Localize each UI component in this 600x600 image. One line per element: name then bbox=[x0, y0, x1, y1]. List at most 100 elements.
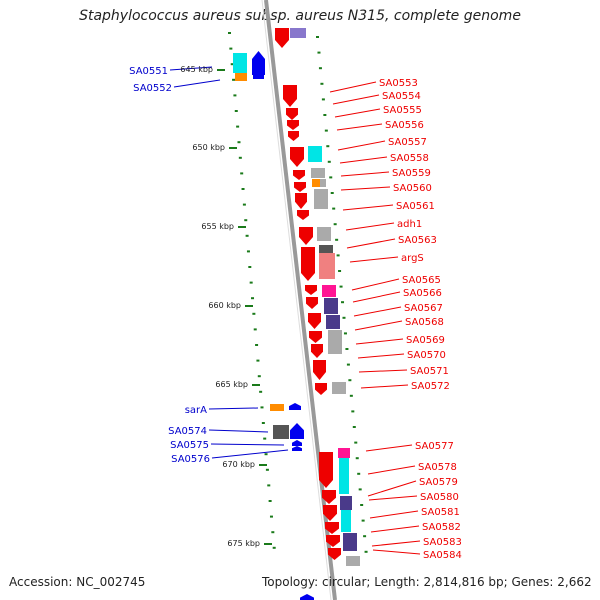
tick-dot-left bbox=[271, 531, 275, 534]
tick-dot-left bbox=[236, 125, 240, 128]
leader-line-SA0563 bbox=[346, 238, 396, 249]
tick-dot-left bbox=[232, 78, 236, 81]
forward-gene-arrow bbox=[323, 505, 337, 521]
annotation-block bbox=[317, 227, 331, 241]
forward-gene-arrow bbox=[309, 331, 322, 343]
annotation-block bbox=[341, 510, 351, 532]
leader-line-SA0555 bbox=[334, 108, 381, 118]
tick-dot-left bbox=[234, 110, 238, 112]
tick-dot-right bbox=[361, 519, 365, 522]
gene-label-SA0575: SA0575 bbox=[170, 440, 209, 451]
tick-dot-left bbox=[229, 47, 233, 50]
leader-line-SA0574 bbox=[208, 429, 269, 433]
tick-dot-left bbox=[245, 234, 249, 237]
forward-gene-arrow bbox=[319, 452, 333, 488]
leader-line-SA0571 bbox=[358, 369, 408, 373]
annotation-block bbox=[326, 315, 340, 329]
tick-dot-left bbox=[237, 141, 241, 144]
tick-dot-left bbox=[248, 266, 252, 268]
leader-line-SA0565 bbox=[351, 278, 400, 291]
gene-label-SA0565: SA0565 bbox=[402, 275, 441, 286]
annotation-block bbox=[319, 253, 335, 279]
gene-label-adh1: adh1 bbox=[397, 219, 422, 230]
annotation-block bbox=[273, 425, 289, 439]
annotation-block bbox=[270, 404, 284, 411]
leader-line-SA0567 bbox=[353, 306, 402, 317]
tick-dot-right bbox=[320, 82, 324, 85]
gene-label-SA0572: SA0572 bbox=[411, 381, 450, 392]
leader-line-SA0583 bbox=[371, 540, 421, 547]
tick-dot-left bbox=[268, 500, 272, 502]
leader-line-SA0556 bbox=[336, 123, 383, 131]
tick-dot-left bbox=[263, 437, 267, 440]
kbp-major-tick bbox=[238, 226, 246, 228]
gene-label-SA0581: SA0581 bbox=[421, 507, 460, 518]
leader-line-sarA bbox=[208, 407, 259, 410]
tick-dot-right bbox=[341, 301, 345, 304]
leader-line-SA0580 bbox=[368, 495, 418, 501]
annotation-block bbox=[328, 330, 342, 354]
tick-dot-right bbox=[321, 98, 325, 101]
forward-gene-arrow bbox=[313, 360, 326, 380]
leader-line-SA0559 bbox=[340, 171, 390, 177]
forward-gene-arrow bbox=[308, 313, 321, 329]
tick-dot-right bbox=[354, 441, 358, 444]
tick-dot-left bbox=[261, 422, 265, 424]
annotation-block bbox=[324, 298, 338, 314]
gene-label-SA0559: SA0559 bbox=[392, 168, 431, 179]
gene-label-SA0576: SA0576 bbox=[171, 454, 210, 465]
forward-gene-arrow bbox=[287, 120, 299, 130]
forward-gene-arrow bbox=[328, 548, 341, 560]
tick-dot-right bbox=[357, 472, 361, 475]
leader-line-SA0572 bbox=[360, 384, 409, 389]
annotation-block bbox=[311, 168, 325, 178]
tick-dot-left bbox=[240, 172, 244, 175]
tick-dot-right bbox=[324, 129, 328, 132]
gene-label-SA0578: SA0578 bbox=[418, 462, 457, 473]
tick-dot-left bbox=[256, 359, 260, 362]
tick-dot-right bbox=[336, 254, 340, 257]
gene-label-SA0579: SA0579 bbox=[419, 477, 458, 488]
leader-line-SA0575 bbox=[210, 443, 285, 446]
tick-dot-right bbox=[335, 238, 339, 241]
gene-label-SA0551: SA0551 bbox=[129, 66, 168, 77]
gene-label-SA0580: SA0580 bbox=[420, 492, 459, 503]
backbone-line bbox=[264, 0, 337, 600]
kbp-label: 645 kbp bbox=[180, 65, 213, 74]
leader-line-SA0551 bbox=[169, 66, 213, 71]
gene-label-SA0563: SA0563 bbox=[398, 235, 437, 246]
tick-dot-left bbox=[233, 94, 237, 97]
reverse-gene-arrow bbox=[289, 403, 301, 410]
gene-label-SA0583: SA0583 bbox=[423, 537, 462, 548]
leader-line-SA0552 bbox=[173, 79, 221, 88]
annotation-block bbox=[343, 533, 357, 551]
tick-dot-left bbox=[228, 32, 231, 34]
tick-dot-left bbox=[251, 297, 255, 300]
kbp-major-tick bbox=[252, 384, 260, 386]
gene-label-SA0553: SA0553 bbox=[379, 78, 418, 89]
gene-label-argS: argS bbox=[401, 253, 424, 264]
annotation-block bbox=[312, 179, 320, 187]
tick-dot-left bbox=[252, 312, 256, 315]
tick-dot-left bbox=[241, 188, 245, 190]
tick-dot-right bbox=[329, 176, 333, 179]
label-leader-lines bbox=[169, 66, 421, 555]
tick-dot-right bbox=[352, 426, 356, 428]
tick-dot-left bbox=[267, 484, 271, 487]
leader-line-SA0576 bbox=[211, 449, 289, 459]
kbp-label: 665 kbp bbox=[215, 380, 248, 389]
annotation-block bbox=[320, 179, 326, 187]
leader-line-SA0581 bbox=[369, 510, 419, 519]
tick-dot-left bbox=[253, 328, 257, 331]
leader-line-SA0553 bbox=[329, 81, 377, 93]
gene-label-SA0570: SA0570 bbox=[407, 350, 446, 361]
gene-label-SA0567: SA0567 bbox=[404, 303, 443, 314]
forward-gene-arrow bbox=[311, 344, 323, 358]
tick-marks-left bbox=[228, 32, 276, 549]
leader-line-SA0582 bbox=[370, 525, 420, 533]
kbp-label: 650 kbp bbox=[192, 143, 225, 152]
gene-label-SA0558: SA0558 bbox=[390, 153, 429, 164]
leader-line-SA0561 bbox=[342, 204, 394, 211]
tick-dot-right bbox=[343, 332, 347, 335]
